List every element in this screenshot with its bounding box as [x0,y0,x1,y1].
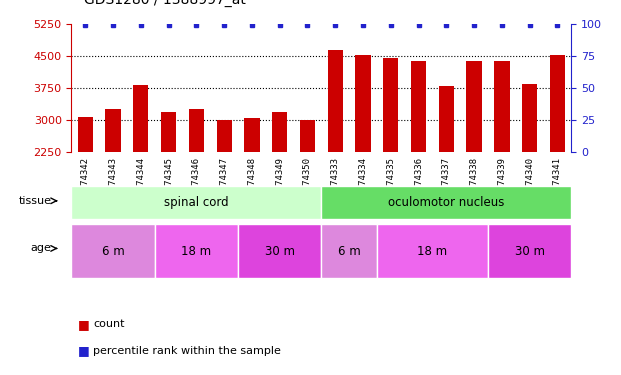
Bar [383,58,399,152]
Text: 18 m: 18 m [417,245,448,258]
Text: GSM74342: GSM74342 [81,157,90,200]
Bar [155,224,238,278]
Text: GSM74350: GSM74350 [303,157,312,200]
Bar [466,60,482,152]
Text: oculomotor nucleus: oculomotor nucleus [388,196,504,209]
Text: GSM74344: GSM74344 [137,157,145,200]
Text: 18 m: 18 m [181,245,212,258]
Bar [134,85,148,152]
Text: ■: ■ [78,344,89,357]
Text: GSM74333: GSM74333 [331,157,340,200]
Text: 6 m: 6 m [338,245,361,258]
Text: 30 m: 30 m [515,245,545,258]
Text: GSM74334: GSM74334 [358,157,368,200]
Text: GSM74338: GSM74338 [469,157,479,200]
Bar [238,224,322,278]
Bar [322,224,377,278]
Bar [488,224,571,278]
Text: 30 m: 30 m [265,245,295,258]
Bar [71,186,322,219]
Text: 6 m: 6 m [102,245,124,258]
Text: GSM74343: GSM74343 [109,157,117,200]
Text: GSM74346: GSM74346 [192,157,201,200]
Bar [272,112,288,152]
Bar [106,109,120,152]
Bar [438,86,454,152]
Bar [411,62,426,152]
Bar [494,62,509,152]
Bar [71,224,155,278]
Bar [161,112,176,152]
Bar [522,84,537,152]
Text: GSM74341: GSM74341 [553,157,562,200]
Text: GSM74347: GSM74347 [220,157,229,200]
Bar [244,118,260,152]
Bar [328,50,343,152]
Text: spinal cord: spinal cord [164,196,229,209]
Text: GSM74340: GSM74340 [525,157,534,200]
Bar [217,120,232,152]
Bar [300,120,315,152]
Text: GSM74337: GSM74337 [442,157,451,200]
Bar [377,224,488,278]
Text: percentile rank within the sample: percentile rank within the sample [93,346,281,355]
Text: GDS1280 / 1388997_at: GDS1280 / 1388997_at [84,0,246,8]
Bar [78,117,93,152]
Text: GSM74339: GSM74339 [497,157,506,200]
Text: age: age [30,243,52,254]
Text: count: count [93,320,125,329]
Text: GSM74345: GSM74345 [164,157,173,200]
Bar [322,186,571,219]
Text: tissue: tissue [19,196,52,206]
Text: GSM74336: GSM74336 [414,157,423,200]
Text: GSM74335: GSM74335 [386,157,396,200]
Bar [550,55,565,152]
Text: GSM74349: GSM74349 [275,157,284,200]
Text: GSM74348: GSM74348 [247,157,256,200]
Bar [355,55,371,152]
Text: ■: ■ [78,318,89,331]
Bar [189,109,204,152]
